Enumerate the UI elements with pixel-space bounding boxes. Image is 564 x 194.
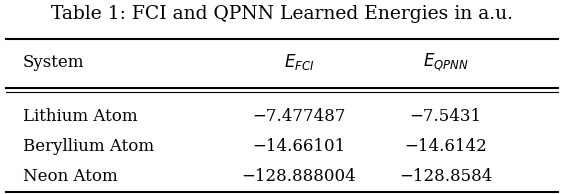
Text: −7.5431: −7.5431: [409, 108, 482, 125]
Text: −14.6142: −14.6142: [404, 138, 487, 155]
Text: System: System: [23, 54, 84, 71]
Text: Lithium Atom: Lithium Atom: [23, 108, 137, 125]
Text: $E_{QPNN}$: $E_{QPNN}$: [422, 51, 469, 73]
Text: Neon Atom: Neon Atom: [23, 168, 117, 185]
Text: Table 1: FCI and QPNN Learned Energies in a.u.: Table 1: FCI and QPNN Learned Energies i…: [51, 5, 513, 23]
Text: −7.477487: −7.477487: [252, 108, 346, 125]
Text: $E_{FCI}$: $E_{FCI}$: [284, 52, 314, 72]
Text: Beryllium Atom: Beryllium Atom: [23, 138, 153, 155]
Text: −14.66101: −14.66101: [252, 138, 346, 155]
Text: −128.888004: −128.888004: [241, 168, 356, 185]
Text: −128.8584: −128.8584: [399, 168, 492, 185]
